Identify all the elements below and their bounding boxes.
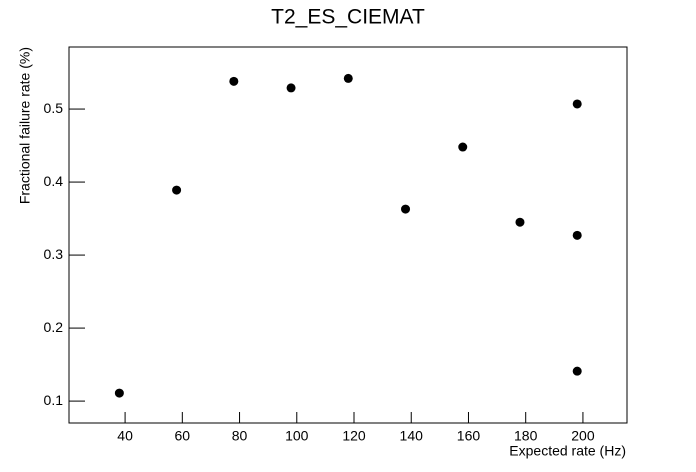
- x-tick-label: 180: [514, 428, 538, 444]
- y-tick-label: 0.1: [44, 392, 64, 408]
- chart-title: T2_ES_CIEMAT: [271, 6, 425, 29]
- point: [172, 185, 182, 195]
- point: [458, 142, 468, 152]
- x-tick-label: 100: [285, 428, 309, 444]
- y-tick-label: 0.4: [44, 173, 64, 189]
- point: [114, 388, 124, 398]
- x-tick-label: 120: [342, 428, 366, 444]
- x-tick-label: 60: [175, 428, 191, 444]
- x-tick-label: 140: [400, 428, 424, 444]
- x-tick-label: 40: [117, 428, 133, 444]
- point: [286, 83, 296, 93]
- point: [572, 230, 582, 240]
- point: [343, 73, 353, 83]
- plot-frame: [68, 46, 628, 424]
- y-tick-label: 0.3: [44, 246, 64, 262]
- point: [229, 76, 239, 86]
- point: [515, 217, 525, 227]
- x-tick-label: 80: [232, 428, 248, 444]
- x-tick-label: 160: [457, 428, 481, 444]
- point: [572, 366, 582, 376]
- point: [401, 204, 411, 214]
- y-axis-label: Fractional failure rate (%): [17, 47, 33, 204]
- point: [572, 99, 582, 109]
- x-tick-label: 200: [571, 428, 595, 444]
- y-tick-label: 0.2: [44, 319, 64, 335]
- y-tick-label: 0.5: [44, 100, 64, 116]
- x-axis-label: Expected rate (Hz): [509, 443, 626, 459]
